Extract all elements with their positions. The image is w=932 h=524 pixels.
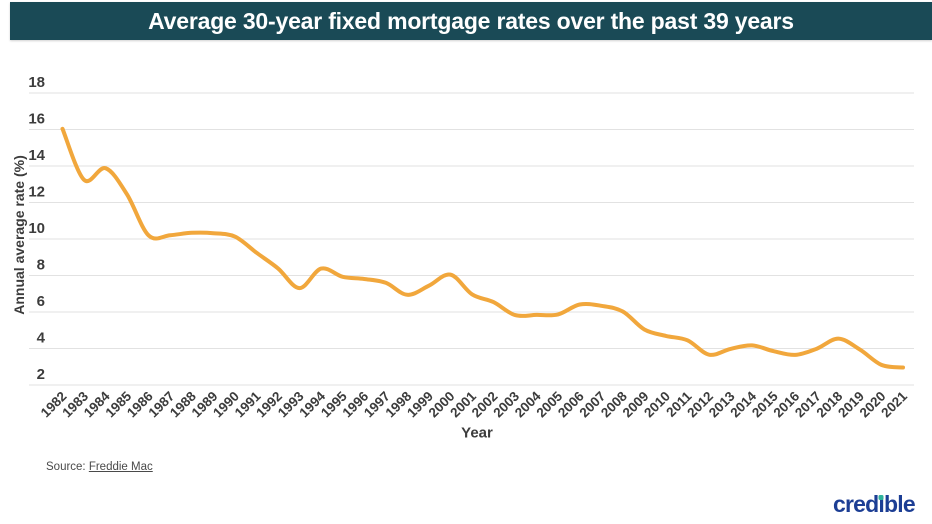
- rate-line-series: [60, 126, 905, 370]
- y-axis-title: Annual average rate (%): [11, 155, 27, 315]
- source-prefix-label: Source:: [46, 461, 89, 473]
- logo-letter-i: ı: [878, 491, 884, 518]
- y-tick-label: 14: [28, 147, 45, 164]
- title-banner: Average 30-year fixed mortgage rates ove…: [10, 2, 932, 40]
- x-axis-title: Year: [461, 424, 493, 442]
- freddie-mac-link[interactable]: Freddie Mac: [88, 461, 153, 473]
- y-tick-label: 16: [28, 111, 45, 128]
- credible-logo: credı ble: [833, 491, 916, 518]
- logo-text-pre: cred: [833, 491, 879, 517]
- page-title: Average 30-year fixed mortgage rates ove…: [148, 7, 794, 34]
- y-tick-label: 6: [37, 293, 45, 310]
- y-tick-label: 10: [28, 220, 45, 237]
- y-tick-label: 12: [28, 184, 45, 201]
- y-tick-label: 4: [37, 330, 46, 347]
- source-note: Source: Freddie Mac: [46, 461, 153, 473]
- logo-i-stem: ı: [878, 491, 884, 517]
- y-tick-label: 2: [37, 366, 45, 383]
- y-tick-label: 18: [28, 74, 45, 91]
- logo-text-post: ble: [883, 491, 916, 517]
- y-tick-label: 8: [37, 257, 45, 274]
- x-tick-label: 2021: [878, 388, 910, 420]
- logo-i-dot-icon: [878, 494, 884, 500]
